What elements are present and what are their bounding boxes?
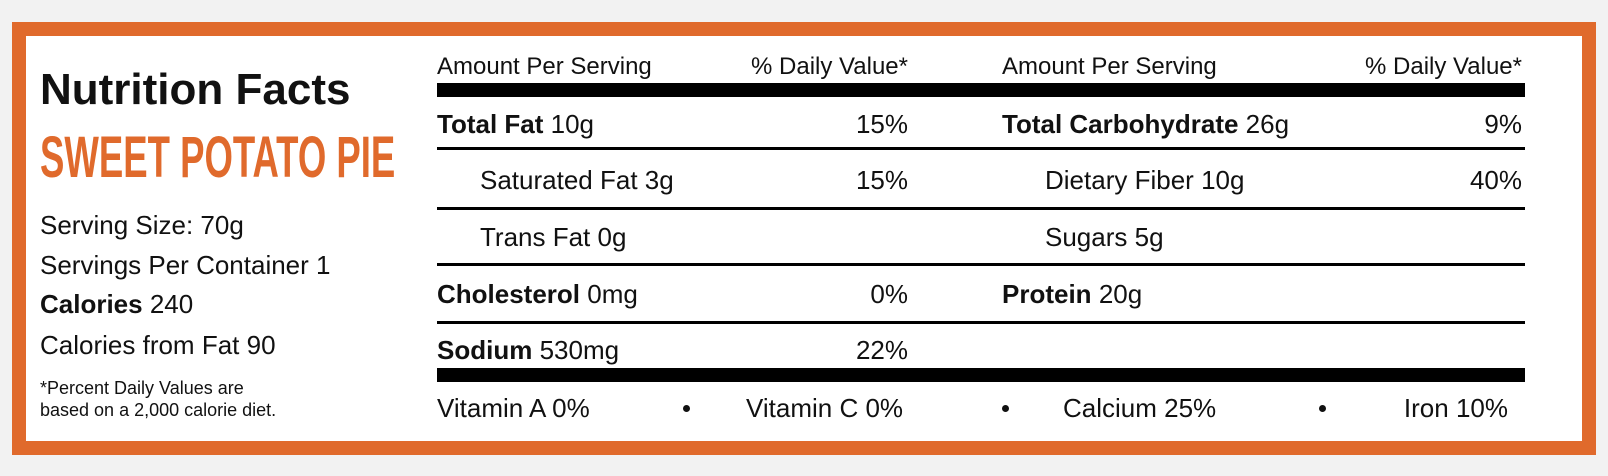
column-header: % Daily Value* [1365,52,1522,82]
label-text: Serving Size: [40,210,194,240]
bullet [683,405,690,412]
daily-value: 15% [856,165,908,195]
label-text: 10g [550,109,595,139]
serving-line: Servings Per Container 1 [40,250,331,280]
daily-value: 15% [856,109,908,139]
label-text: 0g [597,222,627,252]
nutrient-row: Total Fat 10g [437,109,594,139]
daily-value: 40% [1470,165,1522,195]
label-bold: Cholesterol [437,279,581,309]
label-text: 0mg [587,279,638,309]
title: Nutrition Facts [40,65,351,114]
label-text: Iron 10% [1403,393,1508,423]
serving-line: Calories 240 [40,289,193,319]
label-text: 3g [644,165,674,195]
label-text: 70g [200,210,244,240]
rule [437,207,1525,210]
label-text: *Percent Daily Values are [40,378,244,398]
label-text: % Daily Value* [1365,53,1522,80]
footnote: *Percent Daily Values are [40,373,244,403]
label-text: Vitamin A 0% [437,393,590,423]
nutrient-row: Trans Fat 0g [480,222,626,252]
label-text: Trans Fat [480,222,591,252]
nutrient-row: Protein 20g [1002,279,1142,309]
vitamin: Vitamin C 0% [746,393,903,423]
column-header: Amount Per Serving [437,52,652,82]
label-text: Sugars [1045,222,1128,252]
label-text: Dietary Fiber [1045,165,1194,195]
label-bold: Calories [40,289,143,319]
vitamin: Iron 10% [1404,393,1508,423]
vitamin: Calcium 25% [1063,393,1216,423]
column-header: % Daily Value* [751,52,908,82]
label-text: based on a 2,000 calorie diet. [40,400,277,420]
label-text: % Daily Value* [751,53,908,80]
daily-value: 0% [870,279,908,309]
nutrient-row: Sodium 530mg [437,335,619,365]
label-text: Calories from Fat [40,330,240,360]
rule [437,147,1525,150]
daily-value: 22% [856,335,908,365]
label-text: 90 [246,330,276,360]
label-text: 530mg [539,335,620,365]
rule [437,368,1525,382]
label-text: 9% [1484,109,1522,139]
label-text: Amount Per Serving [437,53,652,80]
label-text: Calcium 25% [1063,393,1217,423]
label-bold: Protein [1002,279,1092,309]
label-bold: Total Fat [437,109,544,139]
label-text: 0% [870,279,908,309]
bullet [1002,405,1009,412]
bullet [1319,405,1326,412]
label-text: 240 [149,289,194,319]
label-text: 40% [1469,165,1522,195]
label-text: 1 [316,250,331,280]
rule [437,83,1525,97]
label-text: 15% [855,165,908,195]
nutrient-row: Cholesterol 0mg [437,279,638,309]
label-text: 20g [1098,279,1143,309]
column-header: Amount Per Serving [1002,52,1217,82]
label-text: 15% [855,109,908,139]
label-text: 26g [1245,109,1290,139]
label-text: Saturated Fat [480,165,638,195]
rule [437,321,1525,324]
label-bold: Sodium [437,335,533,365]
vitamin: Vitamin A 0% [437,393,590,423]
rule [437,263,1525,266]
nutrient-row: Total Carbohydrate 26g [1002,109,1289,139]
product-name: SWEET POTATO PIE [40,125,396,190]
nutrient-row: Sugars 5g [1045,222,1164,252]
label-text: 10g [1201,165,1245,195]
label-bold: Total Carbohydrate [1002,109,1239,139]
serving-line: Calories from Fat 90 [40,330,276,360]
label-text: Amount Per Serving [1002,53,1217,80]
label-text: 22% [855,335,908,365]
daily-value: 9% [1484,109,1522,139]
label-text: Servings Per Container [40,250,309,280]
serving-line: Serving Size: 70g [40,210,244,240]
footnote: based on a 2,000 calorie diet. [40,395,276,425]
label-text: 5g [1134,222,1164,252]
nutrient-row: Saturated Fat 3g [480,165,674,195]
nutrient-row: Dietary Fiber 10g [1045,165,1244,195]
label-text: Vitamin C 0% [746,393,904,423]
